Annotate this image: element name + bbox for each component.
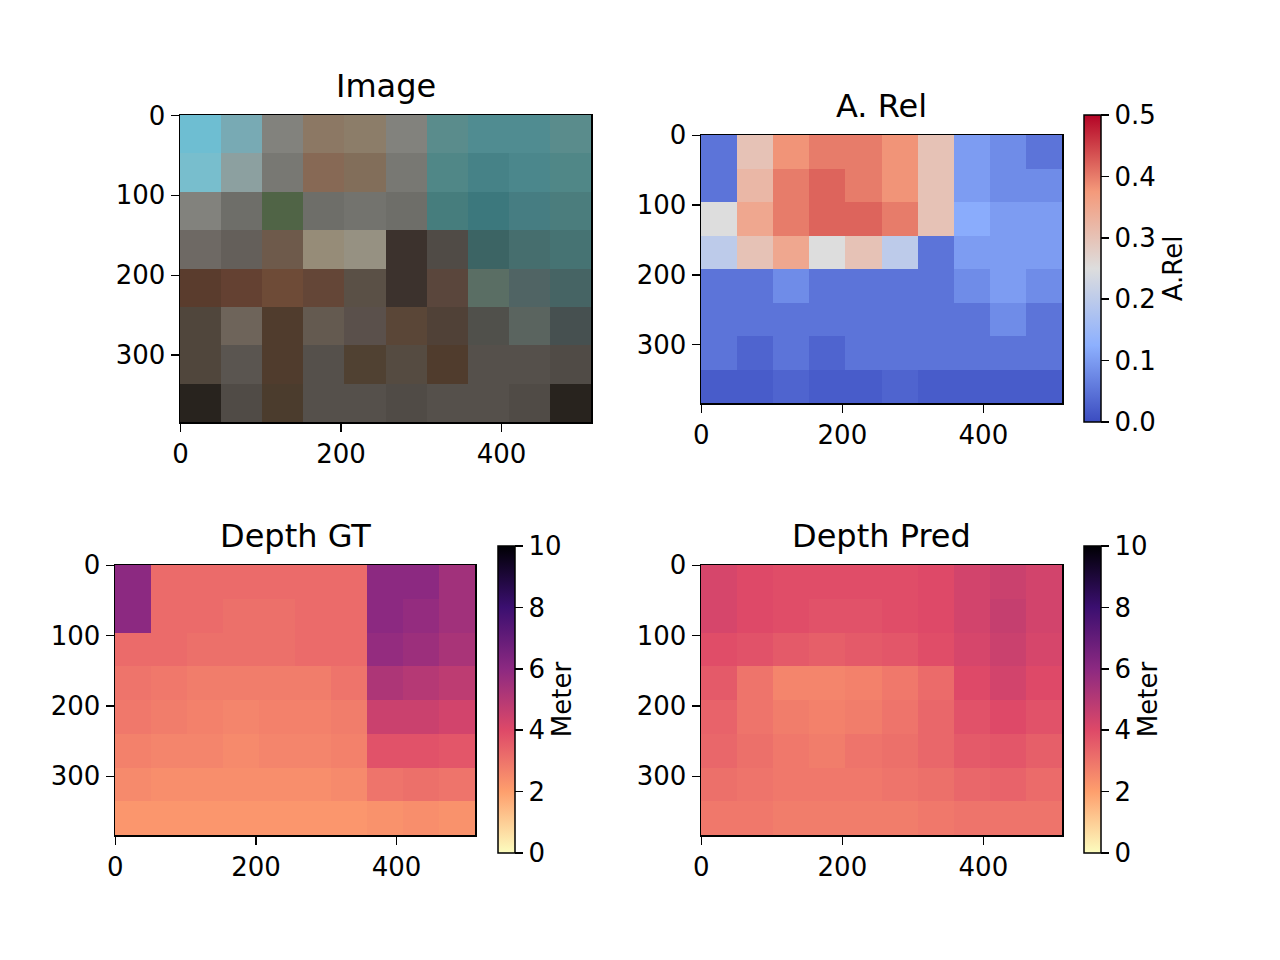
svg-text:Meter: Meter <box>1133 662 1163 738</box>
svg-text:200: 200 <box>637 260 687 290</box>
svg-text:0: 0 <box>84 550 101 580</box>
svg-text:200: 200 <box>231 852 281 882</box>
svg-text:300: 300 <box>637 330 687 360</box>
svg-text:400: 400 <box>959 420 1009 450</box>
svg-text:4: 4 <box>1114 715 1131 745</box>
svg-text:100: 100 <box>637 190 687 220</box>
svg-text:A. Rel: A. Rel <box>836 87 927 125</box>
svg-text:0: 0 <box>172 439 189 469</box>
svg-text:300: 300 <box>51 761 101 791</box>
svg-text:A.Rel: A.Rel <box>1158 236 1188 302</box>
svg-text:10: 10 <box>1114 531 1147 561</box>
svg-text:0: 0 <box>670 550 687 580</box>
svg-text:6: 6 <box>1114 654 1131 684</box>
svg-text:100: 100 <box>637 621 687 651</box>
svg-text:200: 200 <box>116 260 166 290</box>
svg-text:200: 200 <box>316 439 366 469</box>
svg-text:0.3: 0.3 <box>1114 223 1155 253</box>
svg-text:0.4: 0.4 <box>1114 162 1155 192</box>
svg-text:200: 200 <box>818 852 868 882</box>
svg-text:6: 6 <box>528 654 545 684</box>
svg-text:0: 0 <box>1114 838 1131 868</box>
svg-text:Image: Image <box>336 67 436 105</box>
svg-text:0.5: 0.5 <box>1114 100 1155 130</box>
svg-text:200: 200 <box>637 691 687 721</box>
svg-text:Meter: Meter <box>547 662 577 738</box>
svg-text:200: 200 <box>818 420 868 450</box>
svg-text:0: 0 <box>693 852 710 882</box>
svg-text:8: 8 <box>528 593 545 623</box>
svg-text:8: 8 <box>1114 593 1131 623</box>
svg-text:400: 400 <box>372 852 422 882</box>
svg-text:4: 4 <box>528 715 545 745</box>
svg-text:Depth GT: Depth GT <box>220 517 371 555</box>
svg-text:400: 400 <box>959 852 1009 882</box>
svg-text:Depth Pred: Depth Pred <box>792 517 971 555</box>
svg-text:200: 200 <box>51 691 101 721</box>
svg-text:0.2: 0.2 <box>1114 284 1155 314</box>
svg-text:400: 400 <box>477 439 527 469</box>
svg-text:0: 0 <box>149 101 166 131</box>
svg-text:0.0: 0.0 <box>1114 407 1155 437</box>
svg-text:0.1: 0.1 <box>1114 346 1155 376</box>
svg-text:0: 0 <box>528 838 545 868</box>
svg-text:2: 2 <box>1114 777 1131 807</box>
svg-text:2: 2 <box>528 777 545 807</box>
svg-text:0: 0 <box>107 852 124 882</box>
svg-text:100: 100 <box>116 180 166 210</box>
svg-text:100: 100 <box>51 621 101 651</box>
svg-text:300: 300 <box>116 340 166 370</box>
svg-text:300: 300 <box>637 761 687 791</box>
svg-text:0: 0 <box>670 120 687 150</box>
svg-text:0: 0 <box>693 420 710 450</box>
svg-text:10: 10 <box>528 531 561 561</box>
